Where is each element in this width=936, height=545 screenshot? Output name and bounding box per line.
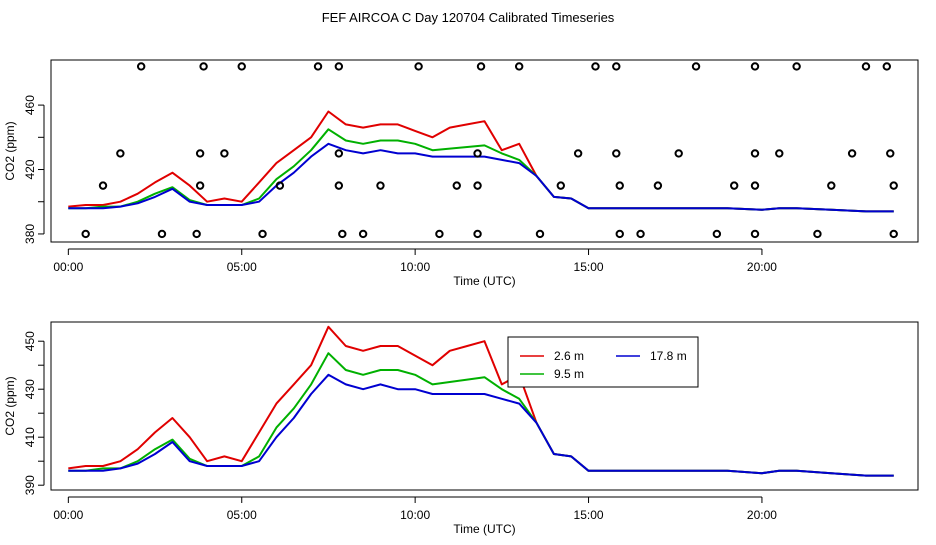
data-marker — [729, 181, 739, 190]
data-marker — [195, 181, 205, 190]
y-tick-label: 390 — [23, 475, 37, 495]
data-marker — [334, 62, 344, 71]
data-marker — [473, 181, 482, 190]
x-tick-label: 05:00 — [227, 508, 257, 522]
data-marker — [220, 149, 229, 158]
y-tick-label: 410 — [23, 427, 37, 447]
data-marker — [861, 62, 871, 71]
series-line-s95 — [68, 352, 894, 477]
legend-label: 2.6 m — [554, 349, 584, 363]
data-marker — [573, 149, 583, 158]
data-marker — [612, 149, 621, 158]
data-marker — [889, 229, 898, 239]
x-axis-label: Time (UTC) — [453, 522, 515, 536]
data-marker — [847, 149, 857, 158]
data-marker — [750, 181, 760, 190]
data-marker — [882, 62, 891, 71]
data-marker — [192, 229, 201, 239]
data-marker — [473, 149, 482, 158]
data-marker — [98, 181, 108, 190]
data-marker — [612, 62, 621, 71]
data-marker — [813, 229, 822, 239]
data-marker — [258, 229, 267, 239]
y-axis-label: CO2 (ppm) — [3, 376, 17, 435]
data-marker — [195, 149, 205, 158]
data-marker — [792, 62, 801, 71]
x-tick-label: 05:00 — [227, 260, 257, 274]
x-tick-label: 15:00 — [574, 260, 604, 274]
data-marker — [750, 229, 760, 239]
data-marker — [514, 62, 524, 71]
x-tick-label: 10:00 — [400, 508, 430, 522]
y-tick-label: 430 — [23, 379, 37, 399]
data-marker — [136, 62, 146, 71]
data-marker — [452, 181, 461, 190]
data-marker — [615, 229, 624, 239]
data-marker — [358, 229, 368, 239]
y-tick-label: 460 — [23, 95, 37, 115]
legend-box — [507, 336, 699, 388]
data-marker — [334, 149, 344, 158]
y-tick-label: 420 — [23, 159, 37, 179]
plot-frame — [50, 59, 919, 243]
data-marker — [376, 181, 385, 190]
legend-label: 17.8 m — [650, 349, 687, 363]
x-tick-label: 20:00 — [747, 260, 777, 274]
data-marker — [636, 229, 645, 239]
data-marker — [691, 62, 701, 71]
plot-area — [68, 325, 894, 477]
x-tick-label: 00:00 — [53, 260, 83, 274]
data-marker — [81, 229, 90, 239]
x-axis-label: Time (UTC) — [453, 274, 515, 288]
legend-label: 9.5 m — [554, 367, 584, 381]
data-marker — [653, 181, 663, 190]
page-title: FEF AIRCOA C Day 120704 Calibrated Times… — [322, 10, 615, 25]
data-marker — [473, 229, 482, 239]
series-line-s178 — [68, 373, 894, 477]
series-line-s95 — [68, 128, 894, 213]
data-marker — [313, 62, 323, 71]
data-marker — [556, 181, 565, 190]
legend: 2.6 m 9.5 m 17.8 m — [507, 336, 699, 388]
data-marker — [414, 62, 423, 71]
x-tick-label: 15:00 — [574, 508, 604, 522]
y-tick-label: 450 — [23, 331, 37, 351]
data-marker — [275, 181, 285, 190]
data-marker — [237, 62, 246, 71]
plot-area — [68, 62, 898, 239]
x-tick-label: 00:00 — [53, 508, 83, 522]
data-marker — [116, 149, 125, 158]
top-panel: 00:00 05:00 10:00 15:00 20:00 Time (UTC) 380 42… — [3, 59, 919, 288]
data-marker — [750, 62, 760, 71]
data-marker — [827, 181, 836, 190]
y-tick-label: 380 — [23, 224, 37, 244]
series-line-s26 — [68, 325, 894, 477]
data-marker — [615, 181, 624, 190]
data-marker — [435, 229, 444, 239]
series-line-s178 — [68, 142, 894, 213]
data-marker — [199, 62, 208, 71]
data-marker — [750, 149, 760, 158]
data-marker — [334, 181, 344, 190]
series-line-s26 — [68, 110, 894, 213]
data-marker — [889, 181, 898, 190]
bottom-panel: 00:00 05:00 10:00 15:00 20:00 Time (UTC) 390 41… — [3, 321, 919, 536]
data-marker — [886, 149, 895, 158]
data-marker — [157, 229, 167, 239]
data-marker — [712, 229, 722, 239]
x-tick-label: 20:00 — [747, 508, 777, 522]
data-marker — [338, 229, 347, 239]
data-marker — [674, 149, 683, 158]
plot-frame — [50, 321, 919, 491]
data-marker — [476, 62, 486, 71]
data-marker — [591, 62, 600, 71]
data-marker — [775, 149, 784, 158]
y-axis-label: CO2 (ppm) — [3, 121, 17, 180]
x-tick-label: 10:00 — [400, 260, 430, 274]
data-marker — [535, 229, 545, 239]
